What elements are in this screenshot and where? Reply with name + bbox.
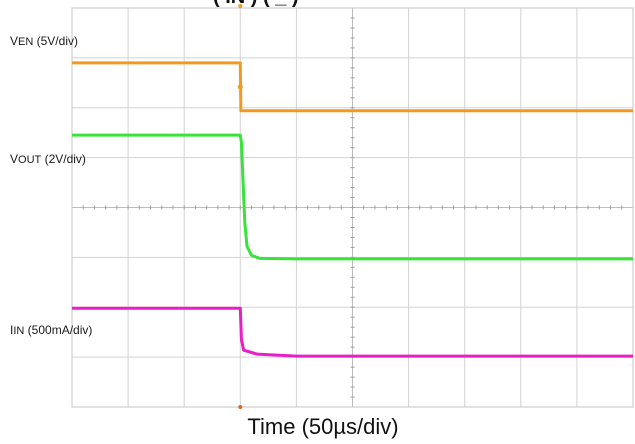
trigger-marker-top (238, 4, 243, 8)
x-axis-label: Time (50µs/div) (247, 414, 398, 439)
grid (71, 4, 634, 409)
plot-frame (71, 7, 634, 408)
trigger-marker-bottom (238, 405, 243, 409)
iin-label: IIN (500mA/div) (10, 323, 92, 337)
title-fragment: ( IN ) ( _ ) (213, 0, 299, 8)
series-iin-trace (72, 306, 633, 358)
ven-transition-dot (237, 84, 243, 90)
traces (72, 61, 633, 358)
ven-label: VEN (5V/div) (10, 34, 78, 48)
vout-label: VOUT (2V/div) (10, 152, 86, 166)
series-vout-trace (72, 133, 633, 261)
